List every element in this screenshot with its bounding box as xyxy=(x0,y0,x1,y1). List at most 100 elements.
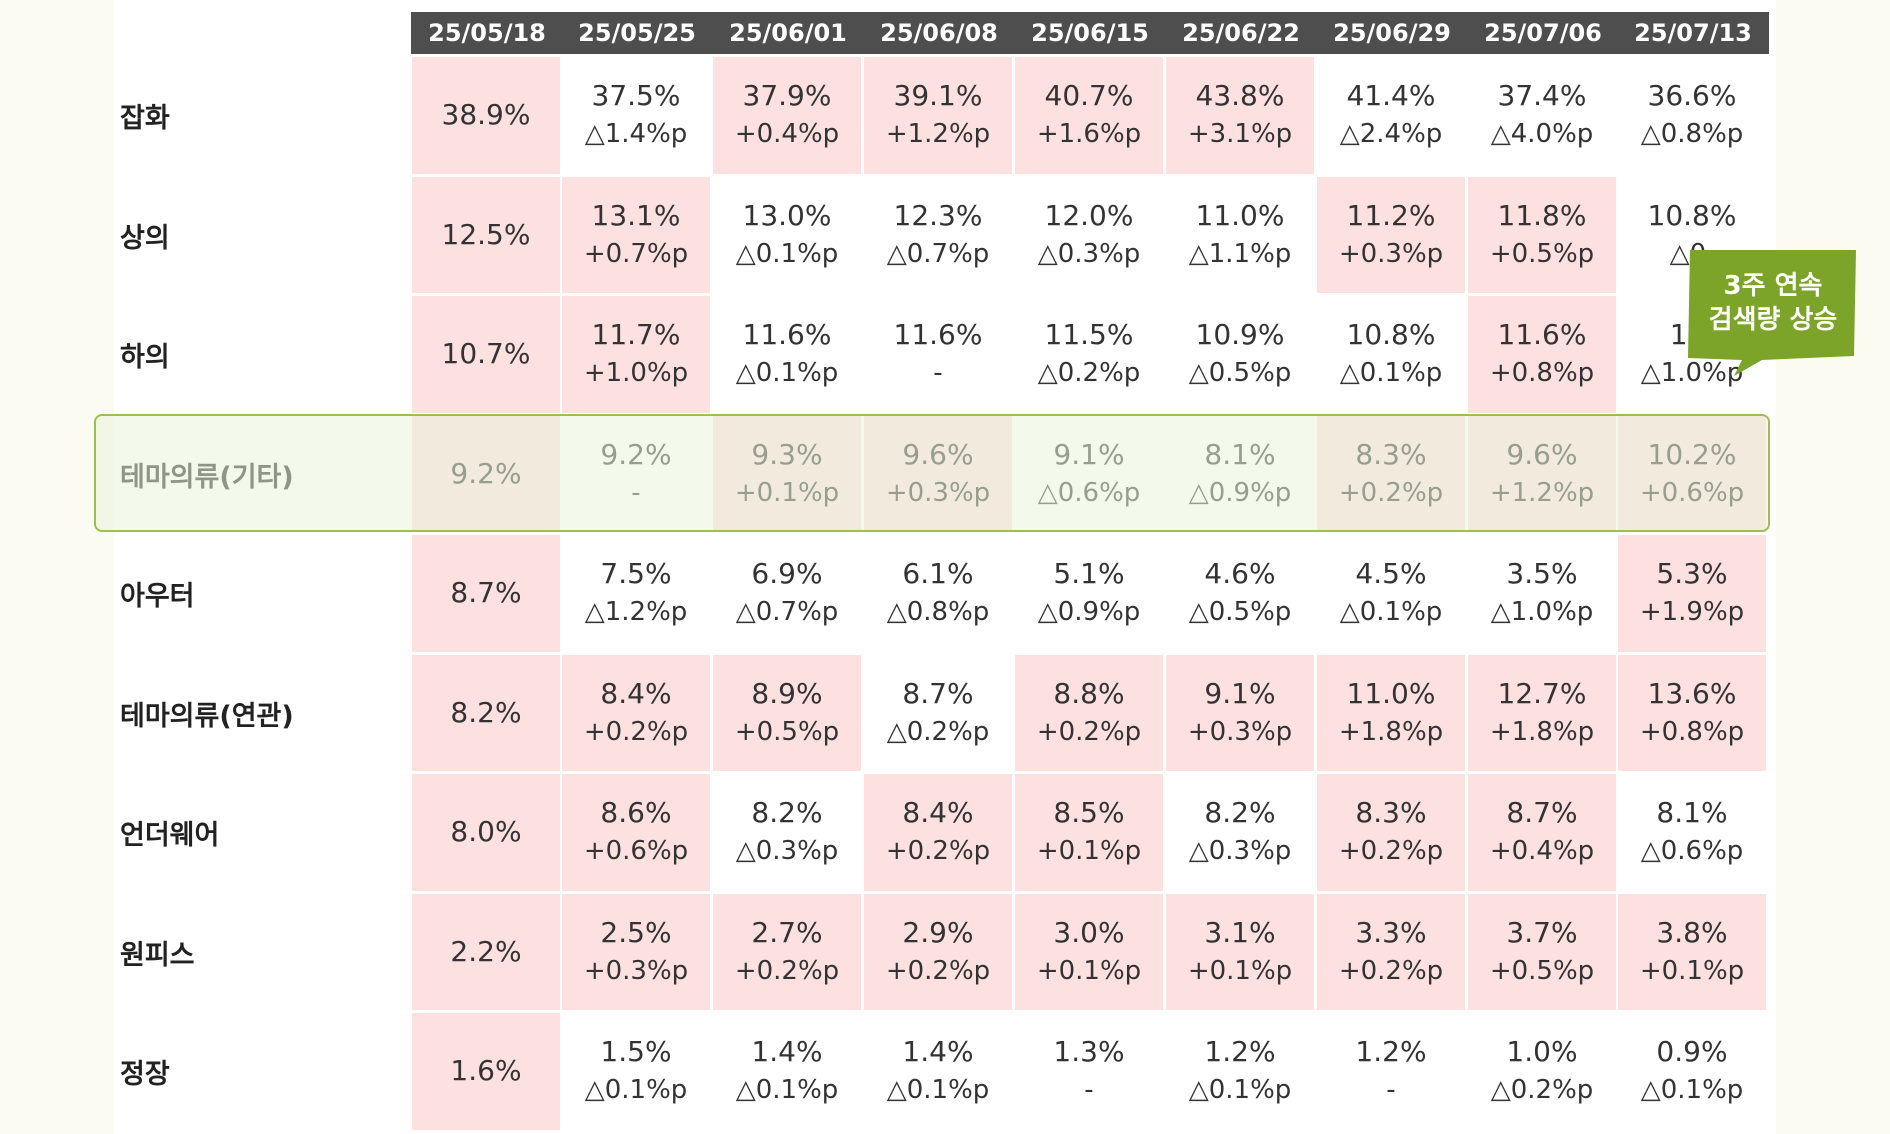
cell-value: 2.5% xyxy=(600,915,672,949)
cell-change: +0.4%p xyxy=(1489,836,1595,867)
callout-fill xyxy=(1688,250,1856,376)
cell-value: 11.6% xyxy=(1497,318,1587,352)
cell-value: 4.5% xyxy=(1355,557,1427,591)
cell-change: +0.3%p xyxy=(583,955,689,986)
cell-value: 11.0% xyxy=(1195,198,1285,232)
table-cell: 1.2% △0.1%p xyxy=(1166,1013,1314,1130)
table-cell: 3.1% +0.1%p xyxy=(1166,893,1314,1010)
cell-value: 8.2% xyxy=(751,796,823,830)
cell-value: 1.3% xyxy=(1053,1035,1125,1069)
cell-value: 2.7% xyxy=(751,915,823,949)
table-cell: 8.3% +0.2%p xyxy=(1317,774,1465,891)
table-cell: 37.5% △1.4%p xyxy=(562,57,710,174)
cell-change: +3.1%p xyxy=(1187,119,1293,150)
cell-change: △0.6%p xyxy=(1640,836,1744,867)
cell-value: 8.2% xyxy=(1204,796,1276,830)
table-cell: 11.6% +0.8%p xyxy=(1468,296,1616,413)
cell-change: △0.1%p xyxy=(584,1075,688,1106)
table-cell: 9.3% +0.1%p xyxy=(713,415,861,532)
cell-change: +0.6%p xyxy=(583,836,689,867)
table-cell: 11.7% +1.0%p xyxy=(562,296,710,413)
cell-change: - xyxy=(1084,1075,1094,1106)
table-cell: 41.4% △2.4%p xyxy=(1317,57,1465,174)
table-cell: 37.4% △4.0%p xyxy=(1468,57,1616,174)
cell-change: △0.1%p xyxy=(735,358,839,389)
cell-change: +1.2%p xyxy=(1489,477,1595,508)
cell-value: 12.3% xyxy=(893,198,983,232)
cell-value: 1.2% xyxy=(1204,1035,1276,1069)
table-cell: 12.0% △0.3%p xyxy=(1015,177,1163,294)
cell-value: 8.8% xyxy=(1053,676,1125,710)
cell-change: +0.2%p xyxy=(583,716,689,747)
cell-value: 10.2% xyxy=(1647,437,1737,471)
cell-value: 8.1% xyxy=(1204,437,1276,471)
table-cell: 4.5% △0.1%p xyxy=(1317,535,1465,652)
table-cell: 8.7% xyxy=(412,535,560,652)
table-cell: 8.1% △0.6%p xyxy=(1618,774,1766,891)
cell-value: 8.6% xyxy=(600,796,672,830)
cell-value: 9.6% xyxy=(902,437,974,471)
cell-change: +0.7%p xyxy=(583,238,689,269)
cell-change: +0.8%p xyxy=(1639,716,1745,747)
table-cell: 10.8% △0.1%p xyxy=(1317,296,1465,413)
callout-line-1: 3주 연속 xyxy=(1723,271,1823,301)
cell-change: △2.4%p xyxy=(1339,119,1443,150)
cell-value: 5.3% xyxy=(1656,557,1728,591)
cell-change: △0.1%p xyxy=(735,1075,839,1106)
row-label: 테마의류(연관) xyxy=(120,700,294,732)
cell-change: +0.3%p xyxy=(885,477,991,508)
cell-change: △0.3%p xyxy=(735,836,839,867)
cell-value: 9.1% xyxy=(1053,437,1125,471)
cell-value: 37.9% xyxy=(742,79,832,113)
table-cell: 43.8% +3.1%p xyxy=(1166,57,1314,174)
cell-value: 2.9% xyxy=(902,915,974,949)
cell-value: 9.2% xyxy=(450,456,522,490)
table-cell: 3.5% △1.0%p xyxy=(1468,535,1616,652)
cell-value: 9.1% xyxy=(1204,676,1276,710)
table-cell: 8.2% xyxy=(412,654,560,771)
cell-change: - xyxy=(1386,1075,1396,1106)
cell-change: +0.8%p xyxy=(1489,358,1595,389)
cell-change: - xyxy=(933,358,943,389)
cell-value: 10.7% xyxy=(441,337,531,371)
cell-change: △0.1%p xyxy=(1188,1075,1292,1106)
cell-change: △4.0%p xyxy=(1490,119,1594,150)
table-cell: 9.1% +0.3%p xyxy=(1166,654,1314,771)
table-cell: 11.0% △1.1%p xyxy=(1166,177,1314,294)
cell-change: △0.2%p xyxy=(886,716,990,747)
cell-change: +0.3%p xyxy=(1338,238,1444,269)
cell-value: 1.4% xyxy=(902,1035,974,1069)
cell-change: △1.1%p xyxy=(1188,238,1292,269)
table-cell: 9.6% +0.3%p xyxy=(864,415,1012,532)
cell-value: 3.5% xyxy=(1506,557,1578,591)
cell-value: 4.6% xyxy=(1204,557,1276,591)
cell-change: +0.1%p xyxy=(1036,836,1142,867)
cell-value: 6.1% xyxy=(902,557,974,591)
table-cell: 12.7% +1.8%p xyxy=(1468,654,1616,771)
table-cell: 1.4% △0.1%p xyxy=(713,1013,861,1130)
cell-value: 10.8% xyxy=(1647,198,1737,232)
row-label: 잡화 xyxy=(120,103,170,135)
cell-value: 3.7% xyxy=(1506,915,1578,949)
table-cell: 8.4% +0.2%p xyxy=(562,654,710,771)
table-cell: 8.2% △0.3%p xyxy=(713,774,861,891)
cell-change: +0.2%p xyxy=(885,955,991,986)
cell-value: 1.4% xyxy=(751,1035,823,1069)
cell-change: △0.1%p xyxy=(1339,358,1443,389)
cell-change: +1.8%p xyxy=(1489,716,1595,747)
row-label: 아우터 xyxy=(120,581,195,613)
cell-change: +0.4%p xyxy=(734,119,840,150)
column-header-1: 25/05/18 xyxy=(411,12,563,54)
cell-change: +0.2%p xyxy=(734,955,840,986)
table-cell: 5.1% △0.9%p xyxy=(1015,535,1163,652)
table-cell: 1.2% - xyxy=(1317,1013,1465,1130)
cell-value: 9.2% xyxy=(600,437,672,471)
cell-value: 41.4% xyxy=(1346,79,1436,113)
cell-value: 9.6% xyxy=(1506,437,1578,471)
column-header-8: 25/07/06 xyxy=(1467,12,1619,54)
cell-value: 12.5% xyxy=(441,217,531,251)
table-cell: 11.5% △0.2%p xyxy=(1015,296,1163,413)
cell-value: 38.9% xyxy=(441,98,531,132)
cell-value: 43.8% xyxy=(1195,79,1285,113)
table-cell: 7.5% △1.2%p xyxy=(562,535,710,652)
